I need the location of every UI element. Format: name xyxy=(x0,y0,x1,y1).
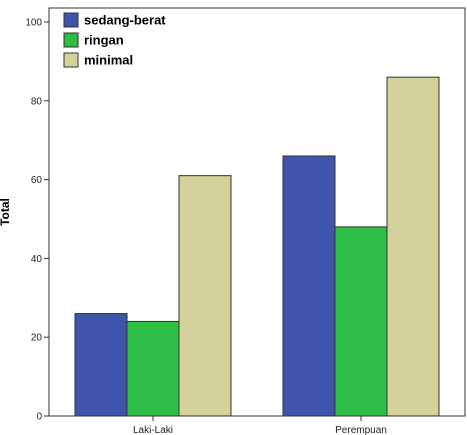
legend: sedang-berat ringan minimal xyxy=(63,12,166,68)
legend-swatch-ringan xyxy=(63,32,79,48)
y-tick-label: 60 xyxy=(31,175,43,186)
x-tick-label: Laki-Laki xyxy=(133,425,173,435)
y-tick-label: 0 xyxy=(36,412,42,423)
bar-ringan-Laki-Laki xyxy=(126,320,180,417)
bars xyxy=(74,76,440,417)
bar-minimal-Perempuan xyxy=(386,76,440,417)
bar-minimal-Laki-Laki xyxy=(178,175,232,417)
bar-sedang-berat-Laki-Laki xyxy=(74,313,128,417)
legend-label-sedang-berat: sedang-berat xyxy=(84,13,166,28)
y-axis-title: Total xyxy=(0,198,12,226)
bar-sedang-berat-Perempuan xyxy=(282,155,336,417)
y-axis: 0 20 40 60 80 100 xyxy=(25,18,49,423)
x-axis: Laki-Laki Perempuan xyxy=(133,416,387,435)
legend-label-ringan: ringan xyxy=(84,33,124,48)
y-tick-label: 80 xyxy=(31,96,43,107)
legend-swatch-sedang-berat xyxy=(63,12,79,28)
legend-label-minimal: minimal xyxy=(84,53,133,68)
legend-swatch-minimal xyxy=(63,52,79,68)
y-tick-label: 40 xyxy=(31,254,43,265)
bar-ringan-Perempuan xyxy=(334,226,388,417)
x-tick-label: Perempuan xyxy=(335,425,387,435)
y-tick-label: 100 xyxy=(25,18,42,29)
y-tick-label: 20 xyxy=(31,333,43,344)
